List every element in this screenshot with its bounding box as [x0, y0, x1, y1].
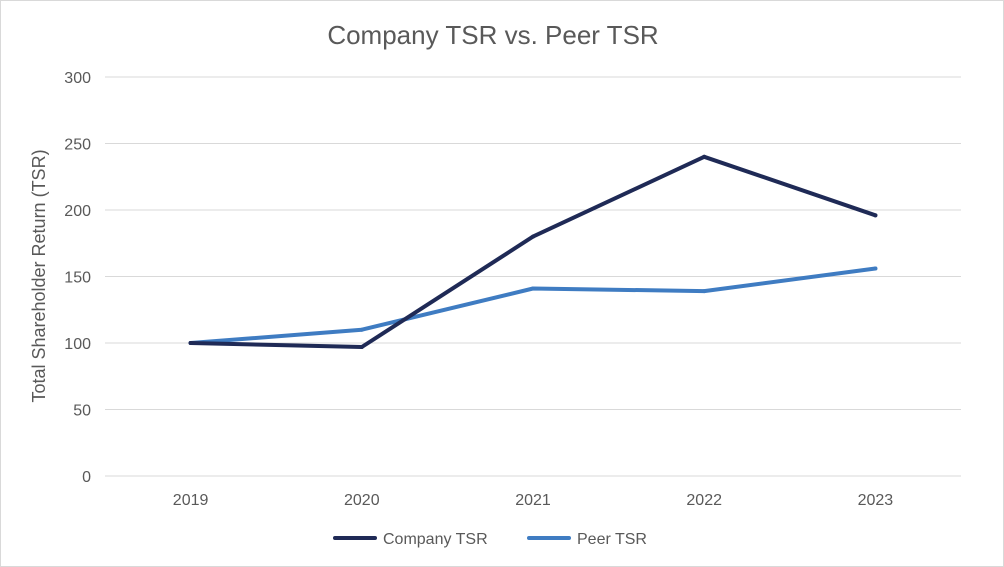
- y-tick-label: 150: [64, 270, 91, 287]
- chart-title: Company TSR vs. Peer TSR: [327, 20, 658, 50]
- y-tick-label: 200: [64, 203, 91, 220]
- y-tick-label: 50: [73, 403, 91, 420]
- x-tick-label: 2023: [858, 492, 894, 509]
- data-point: [359, 344, 364, 349]
- data-point: [188, 341, 193, 345]
- x-axis-ticks: 2019 2020 2021 2022 2023: [173, 492, 893, 509]
- y-tick-label: 0: [82, 469, 91, 486]
- data-point: [531, 234, 535, 239]
- gridlines: [105, 76, 961, 477]
- x-tick-label: 2021: [515, 492, 551, 509]
- y-axis-ticks: 0 50 100 150 200 250 300: [64, 70, 91, 486]
- series-lines: [188, 154, 878, 349]
- y-tick-label: 100: [64, 336, 91, 353]
- data-point: [531, 286, 535, 291]
- data-point: [359, 327, 364, 332]
- y-tick-label: 300: [64, 70, 91, 87]
- data-point: [873, 213, 878, 218]
- x-tick-label: 2019: [173, 492, 209, 509]
- x-tick-label: 2020: [344, 492, 380, 509]
- data-point: [702, 154, 707, 159]
- legend: Company TSR Peer TSR: [333, 531, 647, 548]
- legend-label: Peer TSR: [577, 531, 647, 548]
- y-tick-label: 250: [64, 137, 91, 154]
- series-line-company-tsr: [188, 154, 878, 349]
- data-point: [702, 289, 707, 294]
- legend-label: Company TSR: [383, 531, 488, 548]
- y-axis-title: Total Shareholder Return (TSR): [29, 149, 49, 402]
- x-tick-label: 2022: [686, 492, 722, 509]
- data-point: [873, 266, 878, 271]
- series-line-peer-tsr: [188, 266, 878, 345]
